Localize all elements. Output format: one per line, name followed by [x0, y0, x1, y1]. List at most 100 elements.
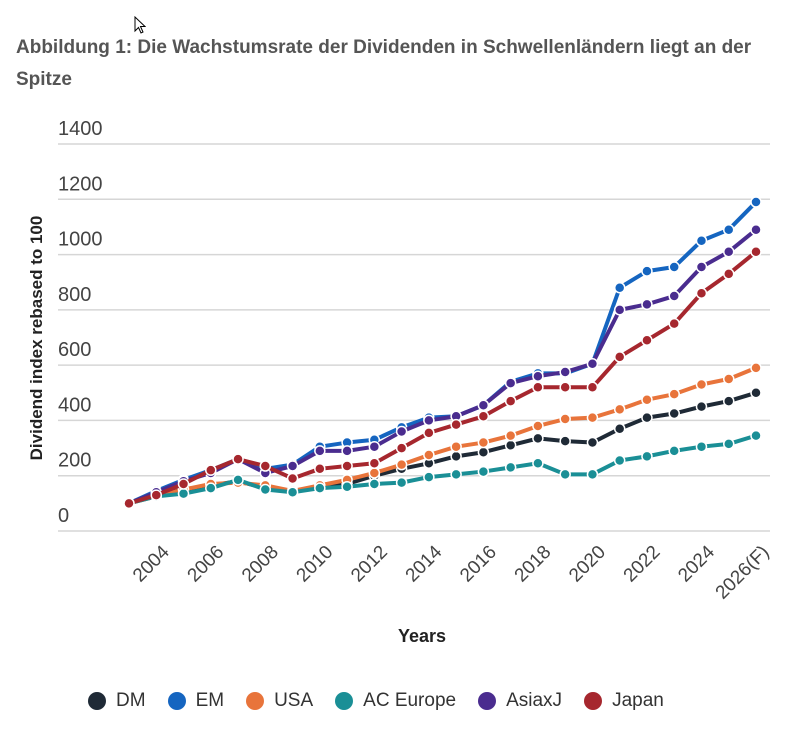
legend-item[interactable]: EM — [167, 690, 225, 712]
data-point — [477, 446, 490, 458]
data-point — [641, 411, 653, 424]
legend-marker-icon — [88, 692, 106, 710]
data-point — [613, 304, 626, 316]
legend-label: EM — [195, 690, 225, 711]
data-point — [286, 472, 299, 485]
data-point — [586, 436, 599, 449]
data-point — [423, 414, 435, 427]
data-point — [586, 381, 599, 394]
legend-item[interactable]: AC Europe — [335, 690, 456, 712]
data-point — [559, 435, 571, 447]
data-point — [695, 400, 708, 413]
data-point — [123, 497, 135, 510]
y-tick-label: 800 — [58, 284, 91, 306]
data-point — [504, 439, 517, 452]
chart-title: Abbildung 1: Die Wachstumsrate der Divid… — [16, 37, 752, 90]
data-point — [641, 450, 653, 463]
data-point — [722, 268, 735, 280]
data-point — [341, 481, 353, 493]
data-point — [286, 460, 299, 472]
data-point — [177, 478, 190, 490]
y-tick-label: 400 — [58, 394, 91, 416]
data-point — [695, 287, 708, 300]
data-point — [613, 403, 626, 416]
legend-label: DM — [116, 690, 146, 711]
data-point — [504, 395, 517, 407]
x-tick-label: 2012 — [347, 542, 392, 587]
data-point — [641, 298, 653, 311]
data-point — [641, 334, 653, 347]
y-axis-label: Dividend index rebased to 100 — [27, 216, 46, 461]
data-point — [750, 196, 762, 208]
data-point — [695, 440, 708, 453]
x-tick-label: 2026(F) — [712, 542, 774, 604]
data-point — [695, 378, 708, 391]
data-point — [722, 246, 735, 258]
data-point — [586, 468, 599, 481]
legend-item[interactable]: DM — [88, 690, 146, 712]
series-line-dm — [128, 390, 757, 506]
data-point — [722, 373, 735, 385]
data-point — [205, 464, 217, 476]
legend-marker-icon — [584, 692, 603, 710]
legend-label: AsiaxJ — [506, 690, 563, 711]
data-point — [395, 476, 408, 489]
y-tick-label: 600 — [58, 339, 91, 361]
data-point — [286, 486, 299, 499]
data-point — [613, 281, 626, 294]
data-point — [368, 440, 381, 453]
data-point — [532, 432, 544, 445]
y-tick-label: 1000 — [58, 229, 103, 251]
data-point — [423, 427, 435, 439]
legend-marker-icon — [167, 692, 186, 710]
x-tick-label: 2010 — [293, 542, 338, 587]
data-point — [368, 467, 381, 479]
data-point — [695, 235, 708, 247]
data-point — [450, 450, 462, 463]
data-point — [314, 445, 326, 457]
legend-item[interactable]: AsiaxJ — [478, 690, 562, 712]
y-tick-label: 1200 — [58, 173, 103, 195]
data-point — [559, 468, 571, 481]
y-tick-label: 1400 — [58, 118, 103, 140]
x-tick-label: 2018 — [511, 542, 556, 587]
data-point — [750, 223, 762, 236]
data-point — [395, 458, 408, 471]
data-point — [668, 317, 680, 330]
data-point — [559, 381, 571, 394]
data-point — [504, 377, 517, 389]
y-tick-label: 0 — [58, 505, 69, 527]
legend-marker-icon — [246, 692, 265, 710]
data-point — [532, 370, 544, 382]
data-point — [504, 429, 517, 442]
data-point — [641, 265, 653, 277]
data-point — [695, 261, 708, 273]
data-point — [450, 440, 462, 453]
data-point — [668, 445, 680, 457]
data-point — [314, 482, 326, 494]
x-tick-label: 2020 — [565, 542, 610, 587]
data-point — [532, 381, 544, 394]
data-point — [668, 388, 680, 400]
x-tick-label: 2016 — [456, 542, 501, 587]
data-point — [722, 395, 735, 407]
legend-label: USA — [274, 690, 314, 711]
data-point — [641, 393, 653, 406]
data-point — [750, 246, 762, 258]
data-point — [150, 489, 163, 501]
data-point — [532, 457, 544, 470]
data-point — [232, 474, 244, 486]
data-point — [613, 454, 626, 467]
legend-item[interactable]: USA — [246, 690, 313, 712]
series-line-japan — [128, 250, 758, 506]
data-point — [368, 457, 381, 470]
data-point — [586, 358, 599, 370]
x-tick-label: 2004 — [129, 541, 174, 586]
data-point — [259, 483, 272, 496]
legend-item[interactable]: Japan — [584, 690, 664, 712]
y-tick-label: 200 — [58, 450, 91, 472]
data-point — [450, 418, 462, 431]
legend-marker-icon — [478, 692, 497, 710]
data-point — [477, 399, 490, 411]
legend-marker-icon — [335, 692, 354, 710]
